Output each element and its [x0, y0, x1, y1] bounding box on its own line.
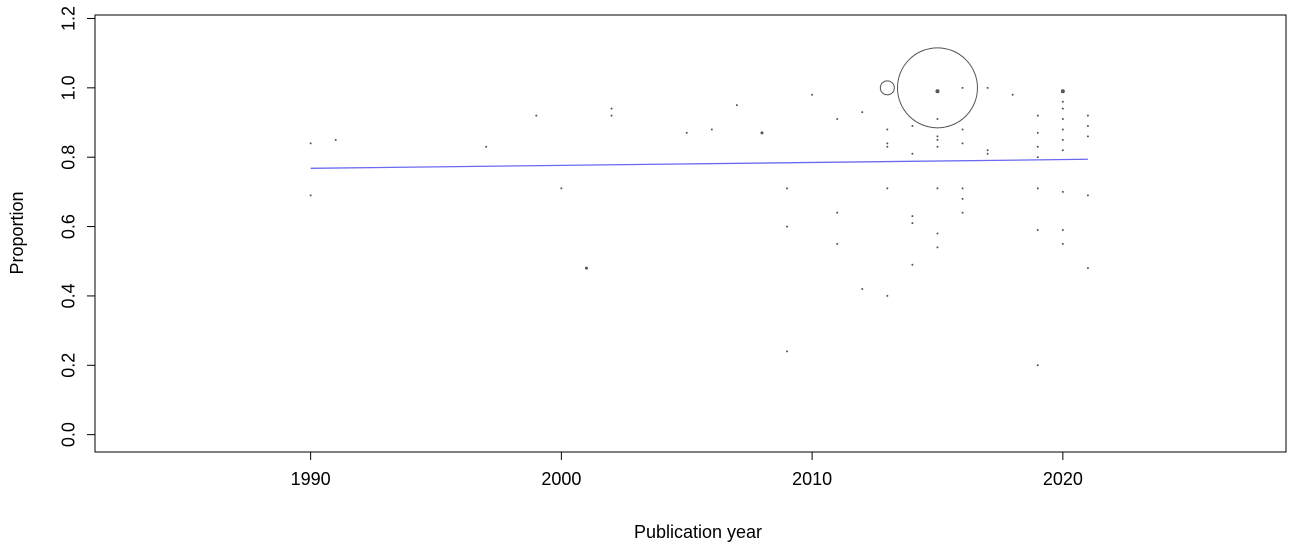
point	[911, 124, 914, 127]
point	[936, 138, 939, 141]
point	[911, 215, 914, 218]
point	[1061, 190, 1064, 193]
point	[610, 107, 613, 110]
point	[1036, 145, 1039, 148]
point	[936, 232, 939, 235]
point	[836, 242, 839, 245]
point	[961, 197, 964, 200]
point	[1061, 242, 1064, 245]
point	[584, 266, 588, 270]
point	[861, 287, 864, 290]
point	[935, 89, 940, 94]
point	[485, 145, 488, 148]
point	[1061, 138, 1064, 141]
point	[1036, 229, 1039, 232]
point	[961, 187, 964, 190]
point	[309, 142, 312, 145]
point	[535, 114, 538, 117]
point	[1061, 118, 1064, 121]
point	[836, 118, 839, 121]
y-tick-label: 0.2	[59, 353, 79, 378]
point	[786, 187, 789, 190]
point	[735, 104, 738, 107]
point	[1011, 93, 1014, 96]
point	[309, 194, 312, 197]
point	[886, 145, 889, 148]
point	[961, 128, 964, 131]
point	[710, 128, 713, 131]
point	[1086, 194, 1089, 197]
point	[936, 118, 939, 121]
point	[936, 135, 939, 138]
point	[836, 211, 839, 214]
point	[936, 246, 939, 249]
point	[610, 114, 613, 117]
point	[1036, 187, 1039, 190]
x-axis-label: Publication year	[634, 522, 762, 542]
point	[1061, 107, 1064, 110]
point	[936, 145, 939, 148]
point	[986, 86, 989, 89]
point	[886, 294, 889, 297]
point	[1086, 124, 1089, 127]
point	[1036, 364, 1039, 367]
point	[786, 225, 789, 228]
y-axis-label: Proportion	[7, 191, 27, 274]
point	[886, 187, 889, 190]
point	[961, 86, 964, 89]
point	[986, 152, 989, 155]
point	[1061, 149, 1064, 152]
point	[1086, 114, 1089, 117]
point	[911, 222, 914, 225]
y-tick-label: 0.8	[59, 145, 79, 170]
point	[896, 47, 978, 129]
point	[1061, 229, 1064, 232]
point	[786, 350, 789, 353]
x-tick-label: 1990	[291, 469, 331, 489]
point	[986, 149, 989, 152]
regression-line	[310, 158, 1088, 169]
point	[1060, 89, 1065, 94]
point	[760, 131, 764, 135]
point	[334, 138, 337, 141]
point	[1086, 135, 1089, 138]
x-tick-label: 2000	[541, 469, 581, 489]
x-tick-label: 2020	[1043, 469, 1083, 489]
y-tick-label: 1.2	[59, 6, 79, 31]
point	[936, 187, 939, 190]
point	[961, 211, 964, 214]
point	[961, 142, 964, 145]
point	[861, 111, 864, 114]
point	[1036, 131, 1039, 134]
point	[811, 93, 814, 96]
point	[886, 142, 889, 145]
point	[685, 131, 688, 134]
x-tick-label: 2010	[792, 469, 832, 489]
point	[1061, 100, 1064, 103]
point	[911, 152, 914, 155]
point	[1036, 114, 1039, 117]
y-tick-label: 0.6	[59, 214, 79, 239]
y-tick-label: 0.4	[59, 283, 79, 308]
y-tick-label: 1.0	[59, 75, 79, 100]
point	[886, 128, 889, 131]
y-tick-label: 0.0	[59, 422, 79, 447]
point	[911, 263, 914, 266]
point	[560, 187, 563, 190]
point	[1061, 128, 1064, 131]
point	[1086, 267, 1089, 270]
point	[1036, 156, 1039, 159]
point	[879, 80, 895, 96]
plot-frame	[94, 14, 1287, 453]
